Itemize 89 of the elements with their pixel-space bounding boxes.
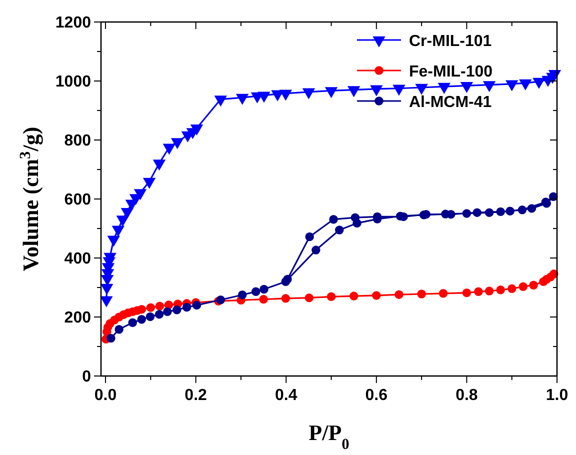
point — [312, 246, 320, 254]
point — [482, 81, 496, 92]
x-axis-title: P/P$_{0}$ — [308, 420, 350, 452]
point — [137, 304, 146, 314]
point — [128, 318, 137, 327]
point — [279, 90, 292, 101]
x-tick-label: 0.2 — [184, 387, 208, 404]
legend-label: Cr-MIL-101 — [409, 33, 492, 50]
point — [190, 124, 204, 136]
point — [137, 315, 146, 324]
point — [474, 287, 483, 296]
point — [496, 286, 505, 294]
point — [116, 216, 130, 227]
x-tick-label: 0.4 — [274, 387, 298, 404]
x-tick-label: 0.0 — [94, 387, 117, 404]
point — [260, 284, 268, 294]
point — [518, 206, 527, 214]
point — [152, 160, 166, 171]
point — [142, 178, 156, 189]
point — [172, 306, 182, 314]
point — [532, 78, 546, 89]
point — [146, 312, 155, 322]
y-tick-label: 200 — [64, 310, 92, 326]
legend-label: Fe-MIL-100 — [409, 64, 493, 80]
point — [518, 282, 528, 291]
point — [438, 82, 450, 94]
point — [170, 138, 184, 150]
x-tick-label: 0.8 — [456, 387, 478, 404]
point — [238, 290, 247, 300]
point — [182, 302, 192, 312]
point — [114, 325, 124, 334]
point — [460, 82, 474, 94]
point — [507, 284, 516, 294]
point — [281, 294, 290, 303]
point — [438, 289, 448, 298]
y-tick-label: 1200 — [55, 14, 92, 32]
point — [258, 92, 270, 103]
point — [462, 209, 472, 218]
point — [283, 274, 292, 284]
point — [527, 204, 536, 213]
point — [519, 79, 532, 90]
point — [304, 293, 314, 302]
point — [259, 294, 268, 304]
y-tick-label: 0 — [82, 368, 92, 386]
point — [335, 226, 344, 234]
y-tick-label: 800 — [64, 132, 92, 150]
point — [472, 208, 482, 217]
point — [162, 144, 176, 155]
point — [347, 86, 360, 98]
y-tick-label: 600 — [64, 192, 92, 208]
point — [251, 287, 260, 296]
point — [417, 290, 426, 298]
point — [154, 310, 164, 319]
point — [505, 80, 518, 92]
point — [394, 290, 404, 299]
point — [305, 232, 314, 242]
point — [216, 296, 226, 304]
point — [107, 236, 120, 247]
point — [529, 280, 538, 290]
legend-label: Al-MCM-41 — [409, 94, 492, 111]
point — [329, 214, 338, 224]
point — [112, 226, 125, 237]
point — [134, 189, 147, 200]
point — [462, 288, 472, 298]
point — [324, 87, 338, 98]
point — [120, 208, 134, 220]
point — [484, 208, 494, 217]
point — [392, 84, 406, 96]
point — [106, 334, 116, 343]
point — [506, 206, 514, 216]
point — [350, 213, 360, 222]
y-tick-label: 400 — [64, 250, 92, 268]
point — [415, 84, 428, 95]
x-tick-label: 1.0 — [546, 387, 568, 404]
point — [214, 96, 227, 107]
point — [496, 207, 505, 216]
y-tick-label: 1000 — [55, 74, 92, 90]
point — [484, 286, 494, 296]
point — [372, 291, 381, 300]
point — [326, 292, 336, 302]
x-tick-label: 0.6 — [365, 387, 388, 404]
point — [370, 85, 383, 96]
point — [349, 292, 358, 300]
point — [155, 302, 164, 310]
point — [163, 307, 172, 316]
point — [146, 303, 156, 312]
point — [302, 88, 316, 100]
point — [236, 94, 249, 105]
point — [192, 300, 202, 310]
